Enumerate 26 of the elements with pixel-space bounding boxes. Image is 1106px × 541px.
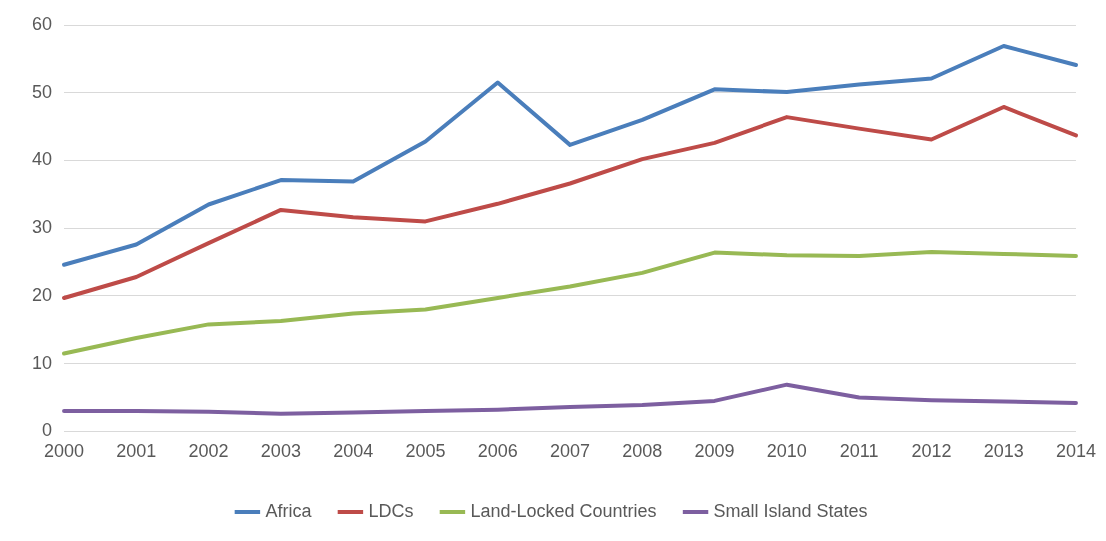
x-tick-label: 2002 [188,441,229,462]
x-tick-label: 2001 [116,441,157,462]
y-tick-label: 40 [31,149,53,170]
x-tick-label: 2009 [694,441,735,462]
y-tick-label: 10 [31,352,53,373]
x-tick-label: 2003 [260,441,301,462]
y-tick-label: 0 [42,420,53,441]
x-tick-label: 2011 [839,441,879,462]
legend-label: Small Island States [713,500,868,521]
y-tick-label: 30 [31,217,53,238]
x-tick-label: 2007 [549,441,591,462]
y-tick-label: 60 [31,13,53,34]
legend-label: LDCs [368,500,414,521]
x-tick-label: 2012 [911,441,952,462]
y-tick-label: 50 [31,81,53,102]
legend-label: Land-Locked Countries [470,500,657,521]
x-tick-label: 2014 [1055,441,1096,462]
x-tick-label: 2010 [766,441,807,462]
x-tick-label: 2006 [477,441,518,462]
x-tick-label: 2005 [405,441,446,462]
x-tick-label: 2004 [333,441,374,462]
legend-label: Africa [265,500,313,521]
y-tick-label: 20 [31,284,53,305]
x-tick-label: 2000 [44,441,85,462]
x-tick-label: 2008 [622,441,663,462]
x-tick-label: 2013 [983,441,1024,462]
